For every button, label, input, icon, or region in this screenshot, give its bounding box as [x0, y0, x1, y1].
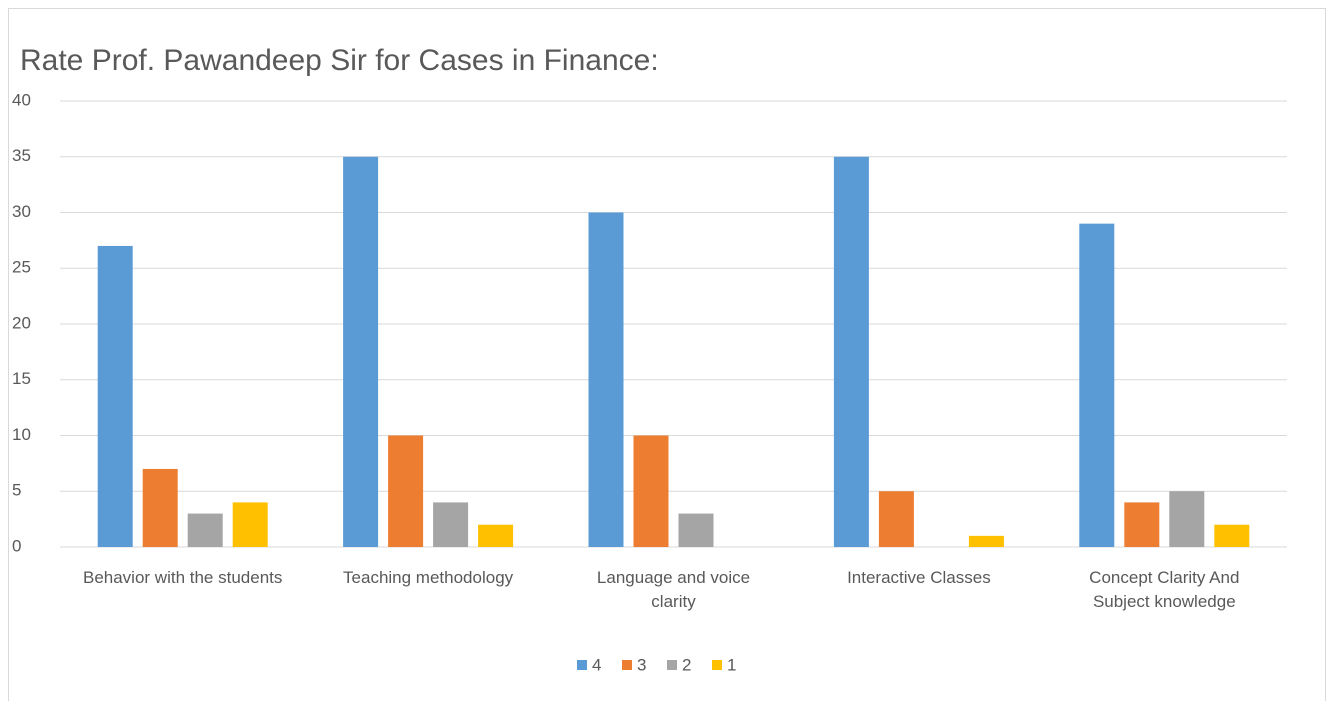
bar — [633, 435, 669, 547]
bar — [968, 535, 1004, 547]
legend-swatch — [712, 660, 722, 670]
bar — [1079, 223, 1115, 547]
chart-title: Rate Prof. Pawandeep Sir for Cases in Fi… — [20, 44, 659, 77]
legend-label: 4 — [592, 655, 601, 674]
legend-swatch — [667, 660, 677, 670]
bar — [433, 502, 469, 547]
legend-label: 2 — [682, 655, 691, 674]
y-tick-label: 40 — [12, 90, 31, 109]
y-tick-label: 25 — [12, 258, 31, 277]
bar — [1124, 502, 1160, 547]
y-tick-label: 5 — [12, 481, 21, 500]
legend-label: 3 — [637, 655, 646, 674]
legend-swatch — [622, 660, 632, 670]
bar — [97, 245, 133, 547]
bar — [588, 212, 624, 547]
bar — [478, 524, 514, 547]
bar — [1214, 524, 1250, 547]
bar — [388, 435, 424, 547]
y-tick-label: 0 — [12, 536, 21, 555]
y-tick-label: 15 — [12, 369, 31, 388]
bar — [232, 502, 268, 547]
x-tick-label: Behavior with the students — [82, 568, 283, 587]
bar — [878, 491, 914, 547]
x-tick-label: Concept Clarity And Subject knowledge — [1089, 568, 1240, 611]
y-tick-label: 20 — [12, 313, 31, 332]
y-tick-label: 30 — [12, 202, 31, 221]
bar — [187, 513, 223, 547]
x-tick-label: Language and voice clarity — [596, 568, 751, 611]
bar — [833, 156, 869, 547]
x-tick-label: Teaching methodology — [343, 568, 514, 587]
bar — [142, 468, 178, 547]
x-tick-label: Interactive Classes — [847, 568, 991, 587]
bar — [678, 513, 714, 547]
y-tick-label: 10 — [12, 425, 31, 444]
bar — [343, 156, 379, 547]
bar — [1169, 491, 1205, 547]
y-tick-label: 35 — [12, 146, 31, 165]
legend-label: 1 — [727, 655, 736, 674]
legend-swatch — [577, 660, 587, 670]
